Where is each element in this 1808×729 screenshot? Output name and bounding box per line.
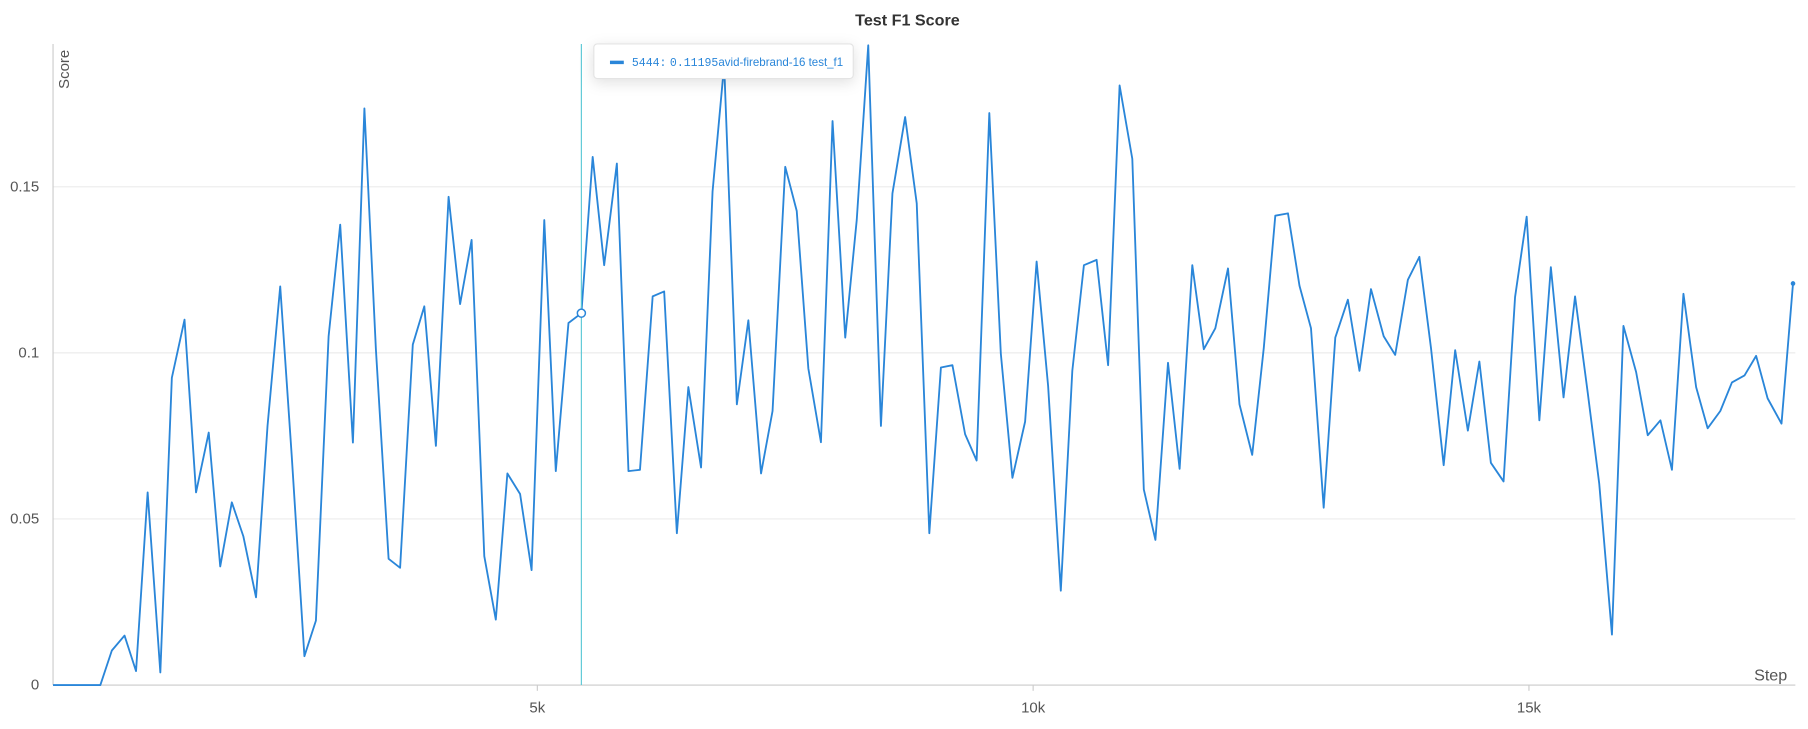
line-series (53, 44, 1794, 686)
x-tick-label: 15k (1517, 700, 1542, 717)
y-tick-label: 0.05 (10, 511, 39, 528)
tooltip-box (593, 43, 854, 80)
y-tick-label: 0.1 (18, 344, 39, 361)
tooltip-value: 0.11195 (670, 57, 718, 70)
tooltip-series: avid-firebrand-16 test_f1 (718, 57, 843, 69)
y-tick-label: 0 (31, 677, 39, 694)
x-axis-label: Step (1754, 666, 1787, 684)
tooltip: 5444 : 0.11195 avid-firebrand-16 test_f1 (593, 43, 854, 80)
chart-title: Test F1 Score (855, 12, 960, 30)
tooltip-colon: : (660, 57, 667, 70)
x-tick-label: 5k (529, 700, 545, 717)
grid: 0 0.05 0.1 0.15 5k 10k 15k (10, 43, 1796, 717)
hover-point (576, 308, 587, 318)
plot-area (53, 43, 1796, 686)
x-tick-label: 10k (1021, 700, 1046, 717)
last-point (1790, 281, 1796, 286)
tooltip-step: 5444 (632, 57, 660, 70)
y-axis-label: Score (56, 50, 73, 89)
y-tick-label: 0.15 (10, 178, 39, 195)
